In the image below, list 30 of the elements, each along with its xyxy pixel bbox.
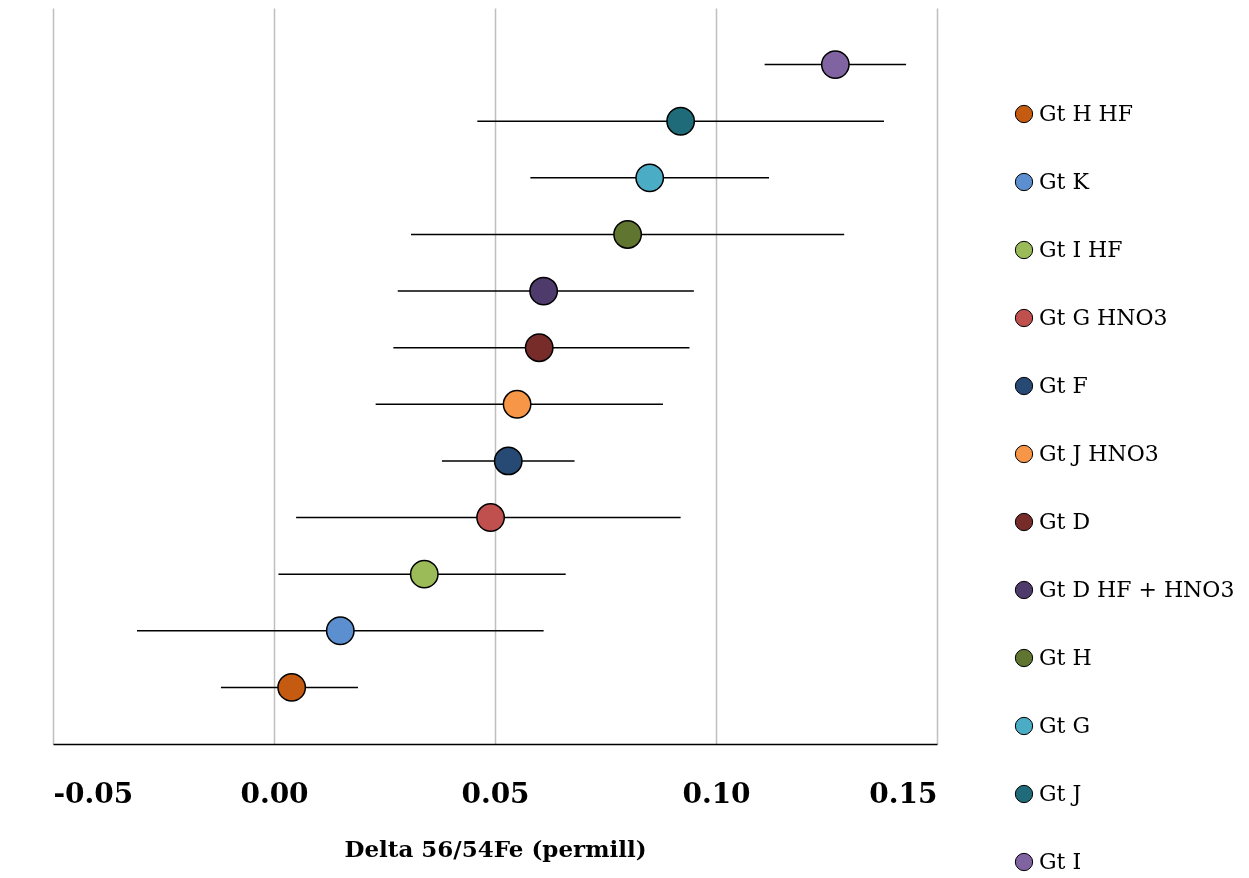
point bbox=[666, 106, 696, 136]
legend-label: Gt J HNO3 bbox=[1039, 441, 1159, 466]
x-tick-label: 0.10 bbox=[682, 776, 751, 810]
x-tick-label: 0.15 bbox=[869, 776, 938, 810]
x-tick-label: 0.05 bbox=[461, 776, 530, 810]
point bbox=[325, 616, 355, 646]
x-axis-title: Delta 56/54Fe (permill) bbox=[344, 834, 647, 862]
point bbox=[493, 446, 523, 476]
legend-label: Gt G HNO3 bbox=[1039, 305, 1168, 330]
x-tick-label: 0.00 bbox=[240, 776, 309, 810]
legend-label: Gt D HF + HNO3 bbox=[1039, 577, 1235, 602]
point bbox=[635, 163, 665, 193]
legend-label: Gt I HF bbox=[1039, 237, 1123, 262]
legend-label: Gt K bbox=[1039, 169, 1090, 194]
point bbox=[277, 672, 307, 702]
legend-label: Gt H bbox=[1039, 645, 1092, 670]
legend-label: Gt I bbox=[1039, 849, 1082, 874]
point bbox=[820, 50, 850, 80]
point bbox=[502, 389, 532, 419]
point bbox=[529, 276, 559, 306]
x-tick-label: -0.05 bbox=[53, 776, 134, 810]
point bbox=[476, 503, 506, 532]
legend-label: Gt F bbox=[1039, 373, 1088, 398]
legend-label: Gt J bbox=[1039, 781, 1082, 806]
legend-label: Gt D bbox=[1039, 509, 1091, 534]
point bbox=[524, 333, 554, 363]
point bbox=[613, 220, 643, 249]
point bbox=[409, 559, 439, 589]
legend-label: Gt H HF bbox=[1039, 101, 1134, 126]
legend-label: Gt G bbox=[1039, 713, 1090, 738]
